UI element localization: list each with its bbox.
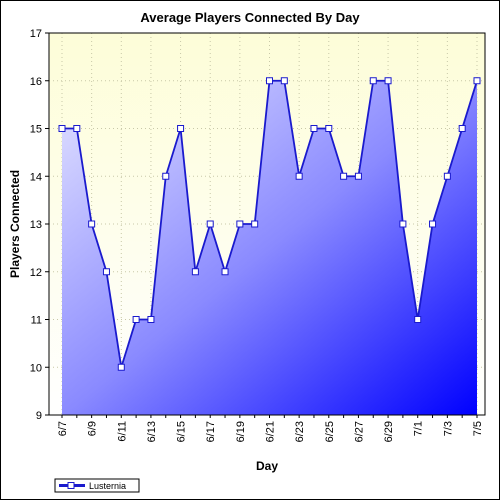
- data-point: [369, 77, 377, 85]
- data-point: [88, 220, 96, 228]
- x-tick-label: 6/21: [265, 421, 277, 442]
- data-point: [458, 125, 466, 132]
- data-point: [73, 125, 81, 132]
- data-point: [354, 172, 362, 180]
- data-point: [177, 125, 185, 132]
- y-tick-label: 11: [31, 315, 42, 327]
- data-point: [117, 363, 125, 371]
- data-point: [191, 268, 199, 276]
- data-point: [399, 220, 407, 228]
- data-point: [473, 77, 481, 85]
- x-tick-label: 7/3: [442, 421, 454, 436]
- legend: Lusternia: [54, 478, 140, 493]
- x-tick-label: 6/29: [383, 421, 395, 442]
- data-markers: [58, 77, 481, 371]
- data-point: [429, 220, 437, 228]
- y-tick-label: 14: [30, 171, 42, 183]
- data-point: [236, 220, 244, 228]
- y-tick-label: 13: [30, 219, 42, 231]
- y-tick-label: 12: [30, 267, 42, 279]
- series-area-lusternia: [62, 80, 477, 415]
- data-point: [414, 316, 422, 323]
- x-tick-label: 6/19: [235, 421, 247, 442]
- x-axis-label: Day: [256, 459, 278, 473]
- data-point: [295, 172, 303, 180]
- x-tick-label: 6/7: [57, 421, 69, 436]
- legend-series-label: Lusternia: [89, 481, 126, 491]
- y-tick-label: 10: [30, 362, 42, 374]
- x-tick-label: 7/1: [413, 421, 425, 436]
- data-point: [384, 77, 392, 85]
- x-tick-label: 6/23: [294, 421, 306, 442]
- x-tick-label: 6/27: [353, 421, 365, 442]
- y-tick-label: 17: [30, 28, 42, 40]
- data-point: [147, 316, 155, 323]
- x-tick-label: 6/17: [205, 421, 217, 442]
- data-point: [58, 125, 66, 132]
- chart-title: Average Players Connected By Day: [140, 10, 360, 25]
- y-axis-label: Players Connected: [8, 170, 22, 278]
- data-point: [162, 172, 170, 180]
- data-point: [102, 268, 110, 276]
- data-point: [340, 172, 348, 180]
- y-tick-label: 9: [36, 410, 42, 422]
- y-tick-label: 15: [30, 124, 42, 136]
- data-point: [325, 125, 333, 132]
- x-tick-label: 7/5: [472, 421, 484, 436]
- data-point: [251, 220, 259, 228]
- x-axis-ticks: 6/7 6/9 6/11 6/13 6/15 6/17 6/19 6/21 6/23 6/25 6/…: [57, 415, 484, 442]
- y-tick-label: 16: [30, 76, 42, 88]
- area-fill: [62, 80, 477, 415]
- x-tick-label: 6/13: [146, 421, 158, 442]
- x-tick-label: 6/9: [87, 421, 99, 436]
- data-point: [310, 125, 318, 132]
- y-axis-ticks: 9 10 11 12 13 14 15 16 17: [30, 28, 49, 422]
- legend-box: [54, 478, 140, 493]
- data-point: [266, 77, 273, 85]
- x-tick-label: 6/25: [324, 421, 336, 442]
- data-point: [206, 220, 214, 228]
- data-point: [221, 268, 229, 276]
- data-point: [443, 172, 451, 180]
- legend-marker-swatch: [67, 482, 75, 489]
- x-tick-label: 6/15: [176, 421, 188, 442]
- x-tick-label: 6/11: [116, 421, 128, 442]
- data-point: [132, 316, 140, 323]
- data-point: [280, 77, 288, 85]
